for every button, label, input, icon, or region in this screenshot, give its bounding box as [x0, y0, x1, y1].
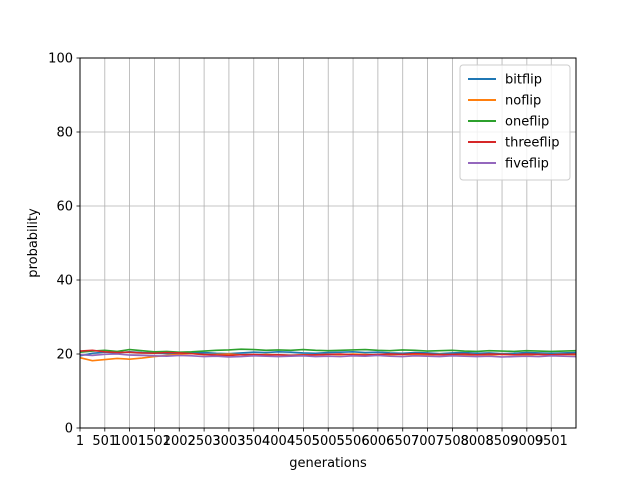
x-tick-label: 6507	[386, 434, 419, 449]
x-tick-label: 8008	[461, 434, 494, 449]
legend-label-bitflip: bitflip	[505, 73, 542, 88]
y-tick-label: 40	[56, 274, 73, 289]
x-tick-label: 9009	[510, 434, 543, 449]
legend-label-noflip: noflip	[505, 94, 541, 109]
x-tick-label: 8509	[485, 434, 518, 449]
y-tick-label: 0	[65, 422, 73, 437]
x-tick-label: 4505	[287, 434, 320, 449]
x-tick-label: 5506	[337, 434, 370, 449]
legend-label-fiveflip: fiveflip	[505, 157, 549, 172]
y-tick-label: 60	[56, 200, 73, 215]
x-tick-label: 2503	[188, 434, 221, 449]
x-axis: 1 501100115012002250330033504400445055005…	[76, 428, 568, 449]
y-tick-label: 80	[56, 126, 73, 141]
series-line-threeflip	[79, 349, 577, 357]
x-axis-label: generations	[289, 456, 367, 471]
x-tick-label: 3504	[237, 434, 270, 449]
x-tick-label: 501	[92, 434, 117, 449]
series-line-fiveflip	[79, 353, 577, 358]
x-tick-label: 7007	[411, 434, 444, 449]
x-tick-label: 2002	[163, 434, 196, 449]
x-tick-label: 1001	[113, 434, 146, 449]
legend: bitflip noflip oneflip threeflip fiveflip	[459, 64, 571, 181]
legend-label-oneflip: oneflip	[505, 115, 549, 130]
x-tick-label: 1501	[138, 434, 171, 449]
y-tick-label: 20	[56, 348, 73, 363]
series-layer	[79, 348, 577, 362]
legend-label-threeflip: threeflip	[505, 136, 559, 151]
y-axis: 0 20 40 60 80 100	[48, 52, 80, 437]
y-tick-label: 100	[48, 52, 73, 67]
legend-box	[459, 64, 571, 181]
x-tick-label: 4004	[262, 434, 295, 449]
x-tick-label: 1	[76, 434, 84, 449]
y-axis-label: probability	[26, 208, 41, 278]
series-line-oneflip	[79, 348, 577, 353]
x-tick-label: 6006	[361, 434, 394, 449]
x-tick-label: 7508	[436, 434, 469, 449]
x-tick-label: 9501	[535, 434, 568, 449]
x-tick-label: 3003	[212, 434, 245, 449]
x-tick-label: 5005	[312, 434, 345, 449]
